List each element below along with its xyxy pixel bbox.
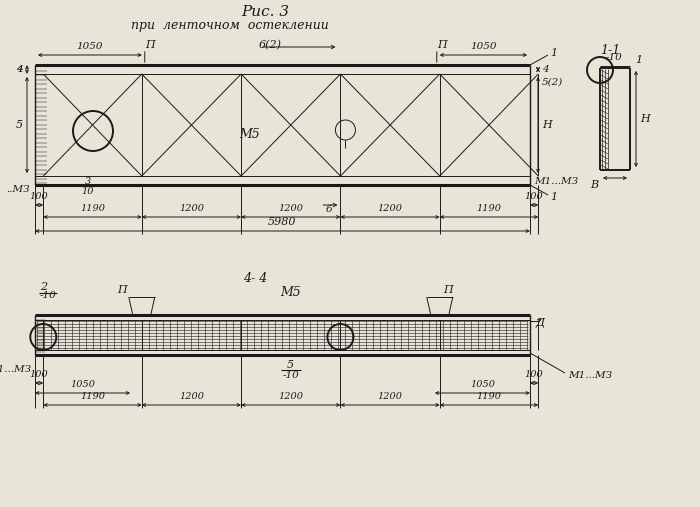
Text: 1200: 1200	[279, 392, 303, 401]
Text: 5(2): 5(2)	[542, 78, 564, 87]
Text: ..МЗ: ..МЗ	[6, 185, 30, 194]
Text: 4: 4	[16, 65, 23, 74]
Text: М1...МЗ: М1...МЗ	[0, 366, 31, 375]
Text: 100: 100	[30, 370, 48, 379]
Text: при  ленточном  остеклении: при ленточном остеклении	[131, 19, 329, 32]
Text: 1200: 1200	[377, 204, 402, 213]
Text: 1-1: 1-1	[600, 44, 620, 56]
Text: 1050: 1050	[76, 42, 103, 51]
Text: М1...МЗ: М1...МЗ	[568, 371, 612, 380]
Text: 100: 100	[525, 192, 543, 201]
Text: 3: 3	[85, 176, 91, 186]
Text: 1190: 1190	[477, 204, 501, 213]
Text: М5: М5	[281, 286, 301, 300]
Text: -10: -10	[282, 371, 299, 380]
Text: 4: 4	[542, 65, 549, 74]
Text: 5980: 5980	[268, 217, 297, 227]
Text: 2: 2	[40, 282, 47, 292]
Text: 100: 100	[525, 370, 543, 379]
Text: -10: -10	[606, 53, 622, 62]
Text: 1190: 1190	[80, 392, 105, 401]
Text: 1190: 1190	[80, 204, 105, 213]
Text: 1: 1	[635, 55, 642, 65]
Text: В: В	[590, 180, 598, 190]
Text: П: П	[437, 40, 447, 50]
Text: 1200: 1200	[279, 204, 303, 213]
Text: 100: 100	[30, 192, 48, 201]
Text: 1: 1	[550, 48, 557, 58]
Text: Д: Д	[535, 318, 544, 328]
Text: 1200: 1200	[377, 392, 402, 401]
Text: Рис. 3: Рис. 3	[241, 5, 289, 19]
Text: 6(2): 6(2)	[258, 40, 281, 50]
Text: М1...МЗ: М1...МЗ	[534, 176, 578, 186]
Text: 4: 4	[16, 65, 23, 74]
Text: 4- 4: 4- 4	[243, 272, 267, 284]
Text: -10: -10	[40, 292, 57, 301]
Text: П: П	[145, 40, 155, 50]
Text: 1190: 1190	[477, 392, 501, 401]
Text: 1050: 1050	[70, 380, 95, 389]
Text: 1200: 1200	[179, 204, 204, 213]
Text: 1200: 1200	[179, 392, 204, 401]
Text: 1: 1	[550, 192, 557, 202]
Text: М5: М5	[239, 128, 260, 141]
Text: 5: 5	[287, 360, 294, 370]
Text: 10: 10	[82, 187, 94, 196]
Text: 1050: 1050	[470, 380, 495, 389]
Text: 1050: 1050	[470, 42, 496, 51]
Text: б: б	[326, 205, 332, 214]
Text: 5: 5	[16, 120, 23, 130]
Text: П: П	[443, 285, 453, 295]
Text: Н: Н	[640, 114, 650, 124]
Text: П: П	[117, 285, 127, 295]
Text: Н: Н	[542, 120, 552, 130]
